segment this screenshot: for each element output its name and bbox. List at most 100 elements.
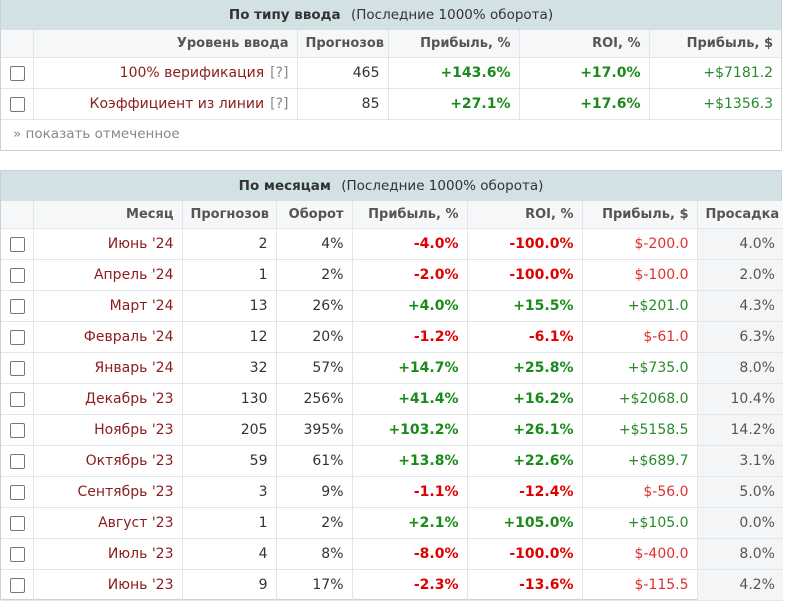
forecasts-cell: 465 — [297, 57, 389, 89]
profit-usd-cell: +$735.0 — [582, 352, 698, 384]
column-header-profit-usd[interactable]: Прибыль, $ — [582, 201, 698, 229]
month-name-cell[interactable]: Август '23 — [33, 507, 183, 539]
column-header-turnover[interactable]: Оборот — [276, 201, 353, 229]
roi-cell: +16.2% — [467, 383, 583, 415]
forecasts-cell: 85 — [297, 88, 389, 120]
table-row: Июнь '24 2 4% -4.0% -100.0% $-200.0 4.0% — [1, 228, 783, 260]
forecasts-cell: 130 — [182, 383, 277, 415]
monthly-header-row: Месяц Прогнозов Оборот Прибыль, % ROI, %… — [1, 201, 783, 229]
profit-usd-cell: $-56.0 — [582, 476, 698, 508]
profit-usd-cell: +$201.0 — [582, 290, 698, 322]
drawdown-cell: 4.3% — [697, 290, 783, 322]
row-checkbox[interactable] — [10, 360, 25, 376]
drawdown-cell: 6.3% — [697, 321, 783, 353]
column-header-profit-pct[interactable]: Прибыль, % — [388, 30, 520, 58]
input-type-table: Уровень ввода Прогнозов Прибыль, % ROI, … — [1, 30, 781, 120]
column-header-month[interactable]: Месяц — [33, 201, 183, 229]
input-level-cell: 100% верификация [?] — [33, 57, 298, 89]
input-type-header-row: Уровень ввода Прогнозов Прибыль, % ROI, … — [1, 30, 781, 58]
row-checkbox[interactable] — [10, 577, 25, 593]
month-name-cell[interactable]: Июнь '24 — [33, 228, 183, 260]
table-row: Коэффициент из линии [?] 85 +27.1% +17.6%… — [1, 88, 781, 120]
month-name-cell[interactable]: Сентябрь '23 — [33, 476, 183, 508]
turnover-cell: 4% — [276, 228, 353, 260]
month-name-cell[interactable]: Февраль '24 — [33, 321, 183, 353]
month-name-cell[interactable]: Январь '24 — [33, 352, 183, 384]
drawdown-cell: 14.2% — [697, 414, 783, 446]
profit-pct-cell: +103.2% — [352, 414, 468, 446]
row-checkbox-cell — [1, 476, 34, 508]
table-row: Декабрь '23 130 256% +41.4% +16.2% +$2068.0 10… — [1, 383, 783, 415]
month-name-cell[interactable]: Ноябрь '23 — [33, 414, 183, 446]
row-checkbox-cell — [1, 538, 34, 570]
drawdown-cell: 0.0% — [697, 507, 783, 539]
row-checkbox[interactable] — [10, 96, 25, 112]
help-hint[interactable]: [?] — [270, 65, 289, 81]
roi-cell: -13.6% — [467, 569, 583, 601]
checkbox-column-header — [1, 30, 34, 58]
row-checkbox[interactable] — [10, 546, 25, 562]
roi-cell: +17.0% — [519, 57, 650, 89]
roi-cell: -12.4% — [467, 476, 583, 508]
row-checkbox-cell — [1, 321, 34, 353]
row-checkbox[interactable] — [10, 422, 25, 438]
month-name-cell[interactable]: Июль '23 — [33, 538, 183, 570]
month-name-cell[interactable]: Декабрь '23 — [33, 383, 183, 415]
profit-pct-cell: -2.0% — [352, 259, 468, 291]
profit-pct-cell: -2.3% — [352, 569, 468, 601]
column-header-profit-usd[interactable]: Прибыль, $ — [649, 30, 781, 58]
row-checkbox[interactable] — [10, 391, 25, 407]
forecasts-cell: 32 — [182, 352, 277, 384]
column-header-input-level[interactable]: Уровень ввода — [33, 30, 298, 58]
roi-cell: +22.6% — [467, 445, 583, 477]
help-hint[interactable]: [?] — [270, 96, 289, 112]
row-checkbox[interactable] — [10, 267, 25, 283]
column-header-roi[interactable]: ROI, % — [519, 30, 650, 58]
profit-usd-cell: $-200.0 — [582, 228, 698, 260]
month-name-cell[interactable]: Октябрь '23 — [33, 445, 183, 477]
row-checkbox[interactable] — [10, 236, 25, 252]
profit-pct-cell: +143.6% — [388, 57, 520, 89]
show-selected-link[interactable]: » показать отмеченное — [13, 126, 180, 142]
column-header-forecasts[interactable]: Прогнозов — [182, 201, 277, 229]
row-checkbox-cell — [1, 88, 34, 120]
profit-pct-cell: +13.8% — [352, 445, 468, 477]
input-level-name[interactable]: Коэффициент из линии — [89, 96, 265, 112]
monthly-panel-subtitle: (Последние 1000% оборота) — [341, 178, 544, 194]
profit-pct-cell: -1.1% — [352, 476, 468, 508]
roi-cell: -100.0% — [467, 228, 583, 260]
forecasts-cell: 12 — [182, 321, 277, 353]
profit-usd-cell: +$2068.0 — [582, 383, 698, 415]
month-name-cell[interactable]: Апрель '24 — [33, 259, 183, 291]
monthly-table: Месяц Прогнозов Оборот Прибыль, % ROI, %… — [1, 201, 783, 601]
profit-usd-cell: $-115.5 — [582, 569, 698, 601]
turnover-cell: 395% — [276, 414, 353, 446]
table-row: 100% верификация [?] 465 +143.6% +17.0% +… — [1, 57, 781, 89]
row-checkbox[interactable] — [10, 453, 25, 469]
turnover-cell: 20% — [276, 321, 353, 353]
monthly-panel: По месяцам (Последние 1000% оборота) Мес… — [0, 170, 783, 601]
turnover-cell: 61% — [276, 445, 353, 477]
roi-cell: -100.0% — [467, 538, 583, 570]
drawdown-cell: 2.0% — [697, 259, 783, 291]
forecasts-cell: 59 — [182, 445, 277, 477]
drawdown-cell: 4.0% — [697, 228, 783, 260]
month-name-cell[interactable]: Июнь '23 — [33, 569, 183, 601]
input-type-panel-subtitle: (Последние 1000% оборота) — [350, 7, 554, 23]
column-header-drawdown[interactable]: Просадка — [697, 201, 783, 229]
column-header-forecasts[interactable]: Прогнозов — [297, 30, 389, 58]
row-checkbox[interactable] — [10, 484, 25, 500]
turnover-cell: 256% — [276, 383, 353, 415]
row-checkbox[interactable] — [10, 65, 25, 81]
forecasts-cell: 205 — [182, 414, 277, 446]
row-checkbox[interactable] — [10, 515, 25, 531]
row-checkbox[interactable] — [10, 298, 25, 314]
input-level-name[interactable]: 100% верификация — [119, 65, 265, 81]
month-name-cell[interactable]: Март '24 — [33, 290, 183, 322]
row-checkbox[interactable] — [10, 329, 25, 345]
profit-usd-cell: +$105.0 — [582, 507, 698, 539]
table-row: Август '23 1 2% +2.1% +105.0% +$105.0 0.0% — [1, 507, 783, 539]
profit-pct-cell: +4.0% — [352, 290, 468, 322]
column-header-profit-pct[interactable]: Прибыль, % — [352, 201, 468, 229]
column-header-roi[interactable]: ROI, % — [467, 201, 583, 229]
